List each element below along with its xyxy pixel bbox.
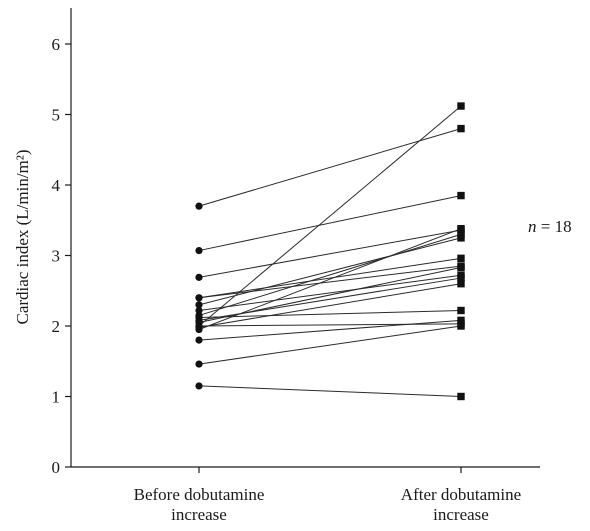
point-before [195,273,203,281]
subject-line [198,229,462,278]
y-tick-label: 0 [52,458,61,477]
point-after [457,263,465,272]
data-points [195,102,465,401]
subject-line [198,325,462,365]
x-tick-label: increase [171,505,227,524]
point-before [195,336,203,344]
point-after [457,102,465,110]
point-after [457,230,465,239]
y-tick-label: 4 [52,176,61,195]
subject-line [198,257,462,299]
subject-line [198,385,462,397]
point-after [457,392,465,401]
subject-line [198,228,462,330]
annotation-variable: n [528,217,537,236]
subject-line [198,265,462,299]
x-tick-label: increase [433,505,489,524]
subject-line [198,237,462,306]
y-tick-label: 2 [52,317,61,336]
point-before [195,246,203,255]
annotation-value: = 18 [537,217,572,236]
subject-line [198,309,462,319]
point-after [457,225,465,233]
point-before [195,382,203,390]
subject-line [198,195,462,252]
y-tick-label: 5 [52,106,61,125]
point-before [195,306,203,315]
point-after [457,306,465,315]
subject-line [198,128,462,207]
subject-line [198,319,462,341]
point-after [457,191,465,200]
sample-size-annotation: n = 18 [528,217,572,236]
series-lines [198,105,462,397]
subject-line [198,233,462,316]
point-after [457,124,465,133]
y-axis: 0 1 2 3 4 5 6 [52,8,72,477]
y-axis-title: Cardiac index (L/min/m²) [13,149,32,324]
y-tick-label: 6 [52,35,61,54]
x-tick-label: Before dobutamine [134,485,265,504]
subject-line [198,323,462,327]
point-after [457,322,465,330]
point-after [457,274,465,282]
y-tick-label: 1 [52,388,61,407]
subject-line [198,266,462,323]
subject-line [198,274,462,311]
x-tick-label: After dobutamine [401,485,521,504]
point-after [457,316,465,325]
point-before [195,202,203,210]
point-before [195,360,203,368]
point-before [195,301,203,309]
point-before [195,325,203,334]
point-after [457,280,465,288]
subject-line [198,283,462,328]
subject-line [198,105,462,327]
y-tick-label: 3 [52,247,61,266]
point-after [457,254,465,263]
point-before [195,294,203,302]
